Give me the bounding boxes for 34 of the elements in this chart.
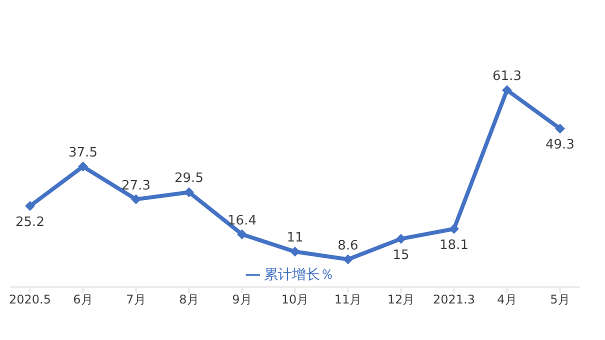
x-tick-label: 12月 — [387, 292, 415, 307]
point — [502, 85, 512, 96]
data-label: 25.2 — [16, 215, 44, 230]
x-tick-label: 11月 — [334, 292, 362, 307]
data-label: 16.4 — [228, 213, 256, 228]
x-tick-label: 8月 — [179, 292, 199, 307]
legend-label: 累计增长％ — [264, 267, 334, 283]
point — [343, 254, 353, 264]
point — [396, 234, 406, 244]
x-tick-label: 9月 — [232, 292, 252, 307]
point — [184, 187, 194, 198]
data-label: 29.5 — [174, 171, 204, 186]
point — [555, 124, 565, 134]
data-label: 37.5 — [68, 146, 98, 161]
data-label: 49.3 — [546, 138, 574, 153]
point — [131, 194, 141, 204]
x-tick-label: 4月 — [497, 292, 517, 307]
data-label: 8.6 — [338, 238, 358, 254]
x-tick-label: 2021.3 — [433, 292, 475, 307]
point — [237, 229, 247, 240]
data-label: 61.3 — [492, 69, 522, 84]
point — [78, 162, 88, 172]
x-tick-label: 2020.5 — [9, 292, 51, 307]
x-tick-label: 5月 — [550, 292, 570, 307]
x-tick-label: 7月 — [126, 292, 146, 307]
point — [25, 201, 35, 212]
x-tick-label: 10月 — [281, 292, 309, 307]
x-tick-label: 6月 — [73, 292, 93, 307]
point — [449, 224, 459, 234]
data-label: 18.1 — [440, 238, 468, 253]
data-label: 11 — [286, 230, 304, 246]
data-label: 27.3 — [122, 178, 150, 194]
data-label: 15 — [392, 248, 410, 263]
point — [290, 246, 300, 257]
